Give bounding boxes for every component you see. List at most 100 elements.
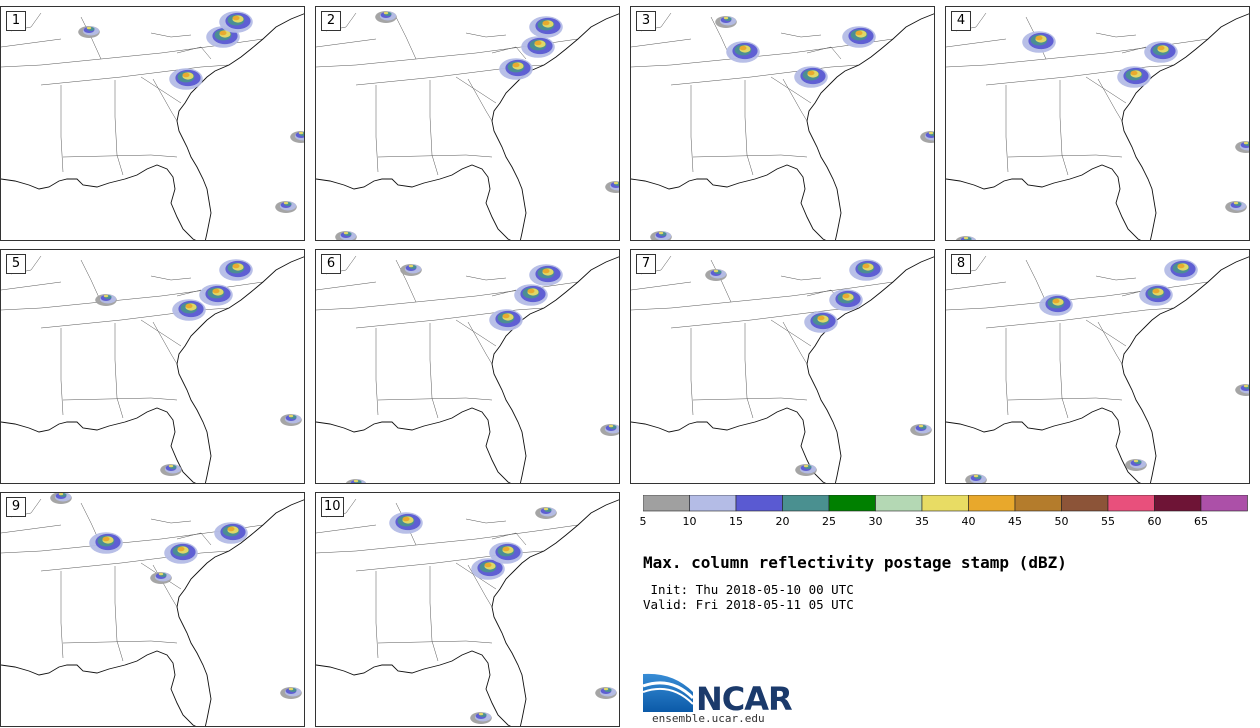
precip-echo: [489, 542, 523, 564]
ensemble-member-panel-6[interactable]: 6: [315, 249, 620, 484]
precip-echo: [529, 264, 563, 286]
state-boundary: [770, 319, 812, 347]
state-boundary: [1097, 78, 1123, 122]
colorbar-tick-label: 20: [775, 515, 790, 528]
precip-echo: [164, 542, 198, 564]
state-boundary: [316, 524, 377, 534]
colorbar-segment: [1200, 495, 1248, 512]
coastline: [316, 650, 512, 726]
precip-echo: [804, 311, 838, 333]
coastline: [631, 407, 827, 483]
member-label: 5: [6, 254, 26, 274]
precip-echo: [605, 181, 619, 193]
precip-echo: [345, 479, 367, 483]
state-boundary: [1085, 76, 1127, 104]
ensemble-member-panel-9[interactable]: 9: [0, 492, 305, 727]
precip-echo: [794, 66, 828, 88]
state-boundary: [60, 328, 64, 416]
state-boundary: [467, 78, 493, 122]
precip-echo: [965, 474, 987, 483]
precip-echo: [89, 532, 123, 554]
precip-echo: [169, 68, 203, 90]
coastline: [176, 13, 304, 240]
ensemble-member-panel-4[interactable]: 4: [945, 6, 1250, 241]
state-boundary: [744, 80, 754, 176]
state-boundary: [491, 46, 527, 60]
precip-echo: [219, 259, 253, 281]
precip-echo: [499, 58, 533, 80]
state-boundary: [377, 154, 493, 158]
state-boundary: [60, 571, 64, 659]
precip-echo: [470, 712, 492, 724]
state-boundary: [1085, 319, 1127, 347]
precip-echo: [829, 289, 863, 311]
ncar-logo-text: NCAR: [696, 680, 793, 718]
precip-echo: [150, 572, 172, 584]
state-boundary: [80, 259, 102, 303]
state-boundary: [806, 46, 842, 60]
precip-echo: [471, 558, 505, 580]
member-label: 8: [951, 254, 971, 274]
precip-echo: [400, 264, 422, 276]
init-time: Init: Thu 2018-05-10 00 UTC: [643, 582, 854, 597]
state-boundary: [1059, 80, 1069, 176]
state-boundary: [1025, 259, 1047, 303]
ensemble-member-panel-1[interactable]: 1: [0, 6, 305, 241]
precip-echo: [489, 309, 523, 331]
state-boundary: [152, 78, 178, 122]
state-boundary: [631, 38, 692, 48]
precip-echo: [521, 36, 555, 58]
precip-echo: [600, 424, 619, 436]
colorbar-segment: [782, 495, 830, 512]
colorbar-tick-label: 45: [1008, 515, 1022, 528]
precip-echo: [650, 231, 672, 240]
precip-echo: [1117, 66, 1151, 88]
ensemble-url[interactable]: ensemble.ucar.edu: [652, 712, 765, 725]
precip-echo: [1235, 384, 1249, 396]
ensemble-member-panel-5[interactable]: 5: [0, 249, 305, 484]
member-label: 7: [636, 254, 656, 274]
colorbar-segment: [921, 495, 969, 512]
precip-echo: [1235, 141, 1249, 153]
state-boundary: [316, 38, 377, 48]
precip-echo: [280, 414, 302, 426]
state-boundary: [355, 550, 545, 572]
precip-echo: [199, 284, 233, 306]
precip-echo: [290, 131, 304, 143]
colorbar-segment: [1107, 495, 1155, 512]
precip-echo: [375, 11, 397, 23]
state-boundary: [150, 275, 192, 281]
member-label: 4: [951, 11, 971, 31]
member-label: 1: [6, 11, 26, 31]
state-boundary: [114, 80, 124, 176]
state-boundary: [946, 281, 1007, 291]
state-boundary: [176, 46, 212, 60]
precip-echo: [595, 687, 617, 699]
colorbar-tick-label: 65: [1194, 515, 1208, 528]
state-boundary: [780, 32, 822, 38]
precip-echo: [715, 16, 737, 28]
state-boundary: [60, 85, 64, 173]
state-boundary: [985, 307, 1175, 329]
member-label: 3: [636, 11, 656, 31]
precip-echo: [389, 512, 423, 534]
coastline: [176, 499, 304, 726]
precip-echo: [280, 687, 302, 699]
state-boundary: [1097, 321, 1123, 365]
member-label: 10: [321, 497, 344, 517]
coastline: [176, 256, 304, 483]
state-boundary: [429, 80, 439, 176]
ensemble-member-panel-10[interactable]: 10: [315, 492, 620, 727]
state-boundary: [770, 76, 812, 104]
ensemble-member-panel-7[interactable]: 7: [630, 249, 935, 484]
colorbar-tick-label: 25: [822, 515, 836, 528]
ncar-logo-icon: [643, 672, 695, 712]
ensemble-member-panel-8[interactable]: 8: [945, 249, 1250, 484]
state-boundary: [62, 640, 178, 644]
ensemble-member-panel-3[interactable]: 3: [630, 6, 935, 241]
state-boundary: [465, 32, 507, 38]
ensemble-member-panel-2[interactable]: 2: [315, 6, 620, 241]
state-boundary: [467, 321, 493, 365]
state-boundary: [631, 281, 692, 291]
state-boundary: [946, 38, 1209, 68]
